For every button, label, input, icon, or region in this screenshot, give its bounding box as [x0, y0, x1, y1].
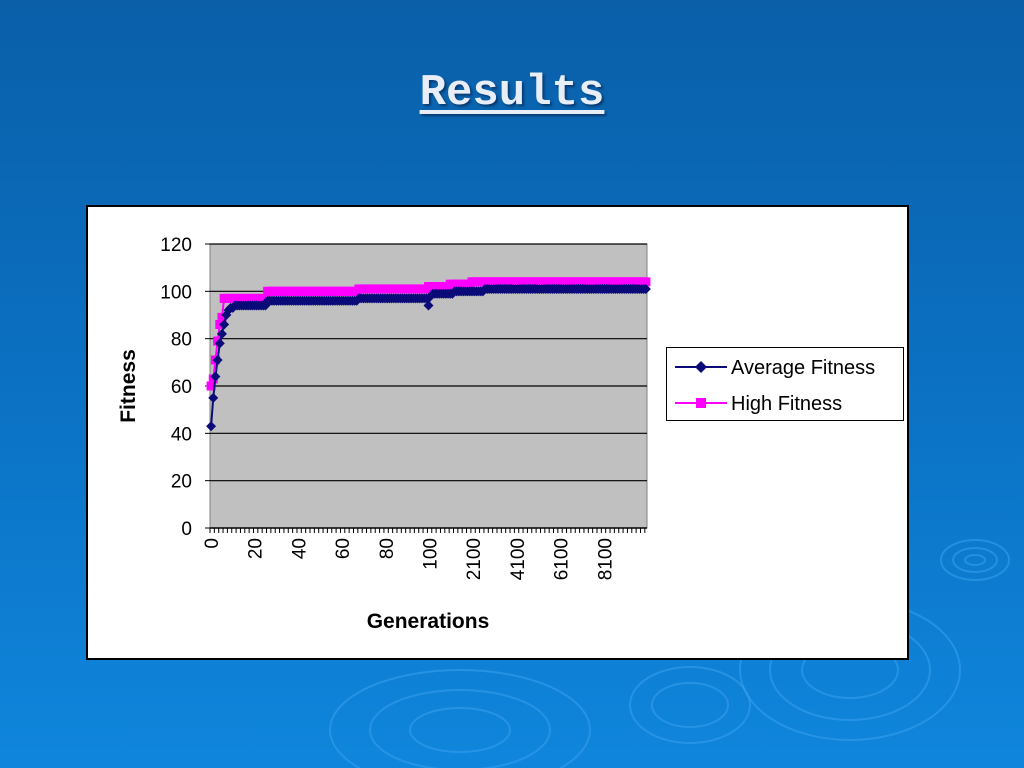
- x-tick-label: 8100: [595, 538, 616, 580]
- legend-item-average-fitness: Average Fitness: [667, 352, 903, 382]
- y-tick-label: 80: [171, 330, 192, 351]
- y-tick-label: 100: [160, 282, 192, 303]
- high-fitness-point: [217, 312, 227, 322]
- average-fitness-point: [214, 338, 225, 349]
- x-tick-label: 100: [421, 538, 442, 570]
- y-tick-label: 60: [171, 377, 192, 398]
- x-tick-label: 0: [202, 538, 223, 549]
- legend-label-high-fitness: High Fitness: [731, 393, 843, 415]
- y-tick-label: 40: [171, 424, 192, 445]
- x-axis-title: Generations: [367, 610, 490, 633]
- x-tick-label: 4100: [508, 538, 529, 580]
- y-axis-title: Fitness: [117, 349, 140, 423]
- x-tick-label: 40: [289, 538, 310, 559]
- average-fitness-point: [216, 328, 227, 339]
- y-tick-label: 20: [171, 472, 192, 493]
- square-marker-icon: [675, 398, 727, 408]
- high-fitness-point: [206, 381, 216, 391]
- average-fitness-point: [219, 319, 230, 330]
- x-tick-label: 6100: [552, 538, 573, 580]
- average-fitness-point: [260, 300, 271, 311]
- average-fitness-point: [210, 371, 221, 382]
- slide-title: Results: [419, 68, 605, 118]
- y-tick-label: 120: [160, 235, 192, 256]
- chart-container: 0 20 40 60 80 100 120 0 20 40 60 80 100 2100 4100 6100…: [86, 205, 909, 660]
- average-fitness-point: [640, 283, 651, 294]
- average-fitness-point: [206, 421, 217, 432]
- x-tick-label: 2100: [464, 538, 485, 580]
- average-fitness-point: [208, 392, 219, 403]
- average-fitness-point: [212, 354, 223, 365]
- chart-legend: Average Fitness High Fitness: [666, 347, 904, 421]
- x-tick-label: 80: [377, 538, 398, 559]
- x-tick-label: 60: [333, 538, 354, 559]
- average-fitness-point: [423, 300, 434, 311]
- y-tick-label: 0: [181, 519, 192, 540]
- x-tick-label: 20: [246, 538, 267, 559]
- legend-item-high-fitness: High Fitness: [667, 388, 903, 418]
- high-fitness-point: [641, 277, 651, 287]
- line-chart: 0 20 40 60 80 100 120 0 20 40 60 80 100 2100 4100 6100…: [117, 235, 651, 633]
- legend-label-average-fitness: Average Fitness: [731, 357, 876, 379]
- diamond-marker-icon: [675, 361, 727, 373]
